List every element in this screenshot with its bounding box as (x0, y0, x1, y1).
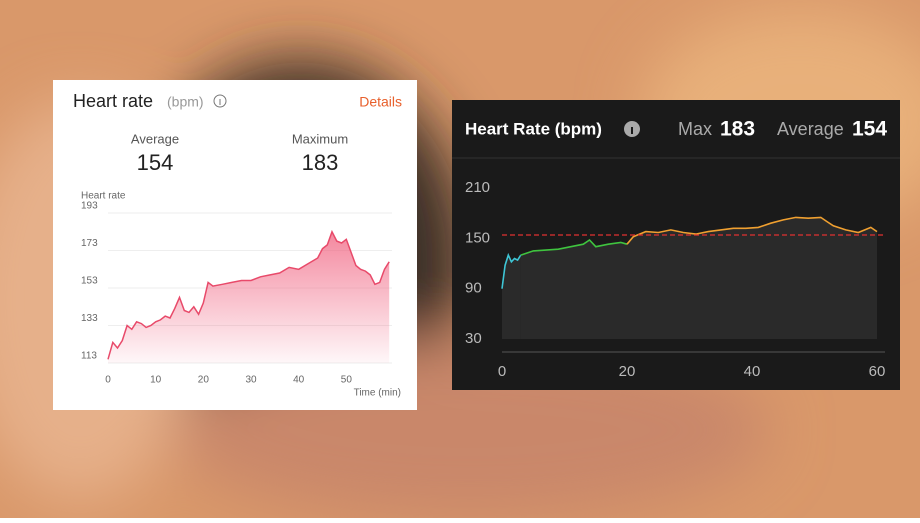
stat-label: Max (678, 119, 712, 139)
x-tick-label: 0 (105, 375, 111, 386)
y-tick-label: 210 (465, 179, 490, 196)
stat-value: 154 (137, 150, 174, 175)
y-tick-label: 133 (81, 313, 98, 324)
info-icon[interactable] (624, 121, 640, 137)
title: Heart Rate (bpm) (465, 119, 602, 138)
area-fill (627, 217, 877, 339)
line (626, 216, 878, 245)
info-icon[interactable] (213, 94, 227, 108)
stat-label: Average (777, 119, 844, 139)
unit: (bpm) (167, 94, 204, 110)
stat-value: 183 (302, 150, 339, 175)
stat-value: 183 (720, 118, 755, 141)
y-tick-label: 90 (465, 280, 482, 297)
area-fill (108, 231, 390, 363)
x-tick-label: 20 (619, 363, 636, 380)
line (501, 252, 522, 289)
x-tick-label: 0 (498, 363, 506, 380)
stat-label: Average (131, 131, 179, 146)
line (107, 229, 390, 360)
details-link[interactable]: Details (359, 94, 402, 110)
x-tick-label: 50 (341, 375, 353, 386)
x-tick-label: 20 (198, 375, 210, 386)
area-fill (502, 255, 521, 339)
y-tick-label: 153 (81, 276, 98, 287)
x-tick-label: 40 (744, 363, 761, 380)
area-fill (520, 240, 627, 339)
stat-value: 154 (852, 118, 887, 141)
y-tick-label: 30 (465, 330, 482, 347)
y-tick-label: 173 (81, 238, 98, 249)
x-tick-label: 30 (245, 375, 257, 386)
x-tick-label: 40 (293, 375, 305, 386)
stat-label: Maximum (292, 131, 348, 146)
x-tick-label: 60 (869, 363, 886, 380)
x-tick-label: 10 (150, 375, 162, 386)
y-axis-label: Heart rate (81, 191, 126, 202)
title: Heart rate (73, 91, 153, 111)
x-axis-label: Time (min) (354, 388, 401, 399)
line (520, 238, 628, 256)
y-tick-label: 193 (81, 201, 98, 212)
y-tick-label: 150 (465, 229, 490, 246)
y-tick-label: 113 (81, 351, 97, 362)
